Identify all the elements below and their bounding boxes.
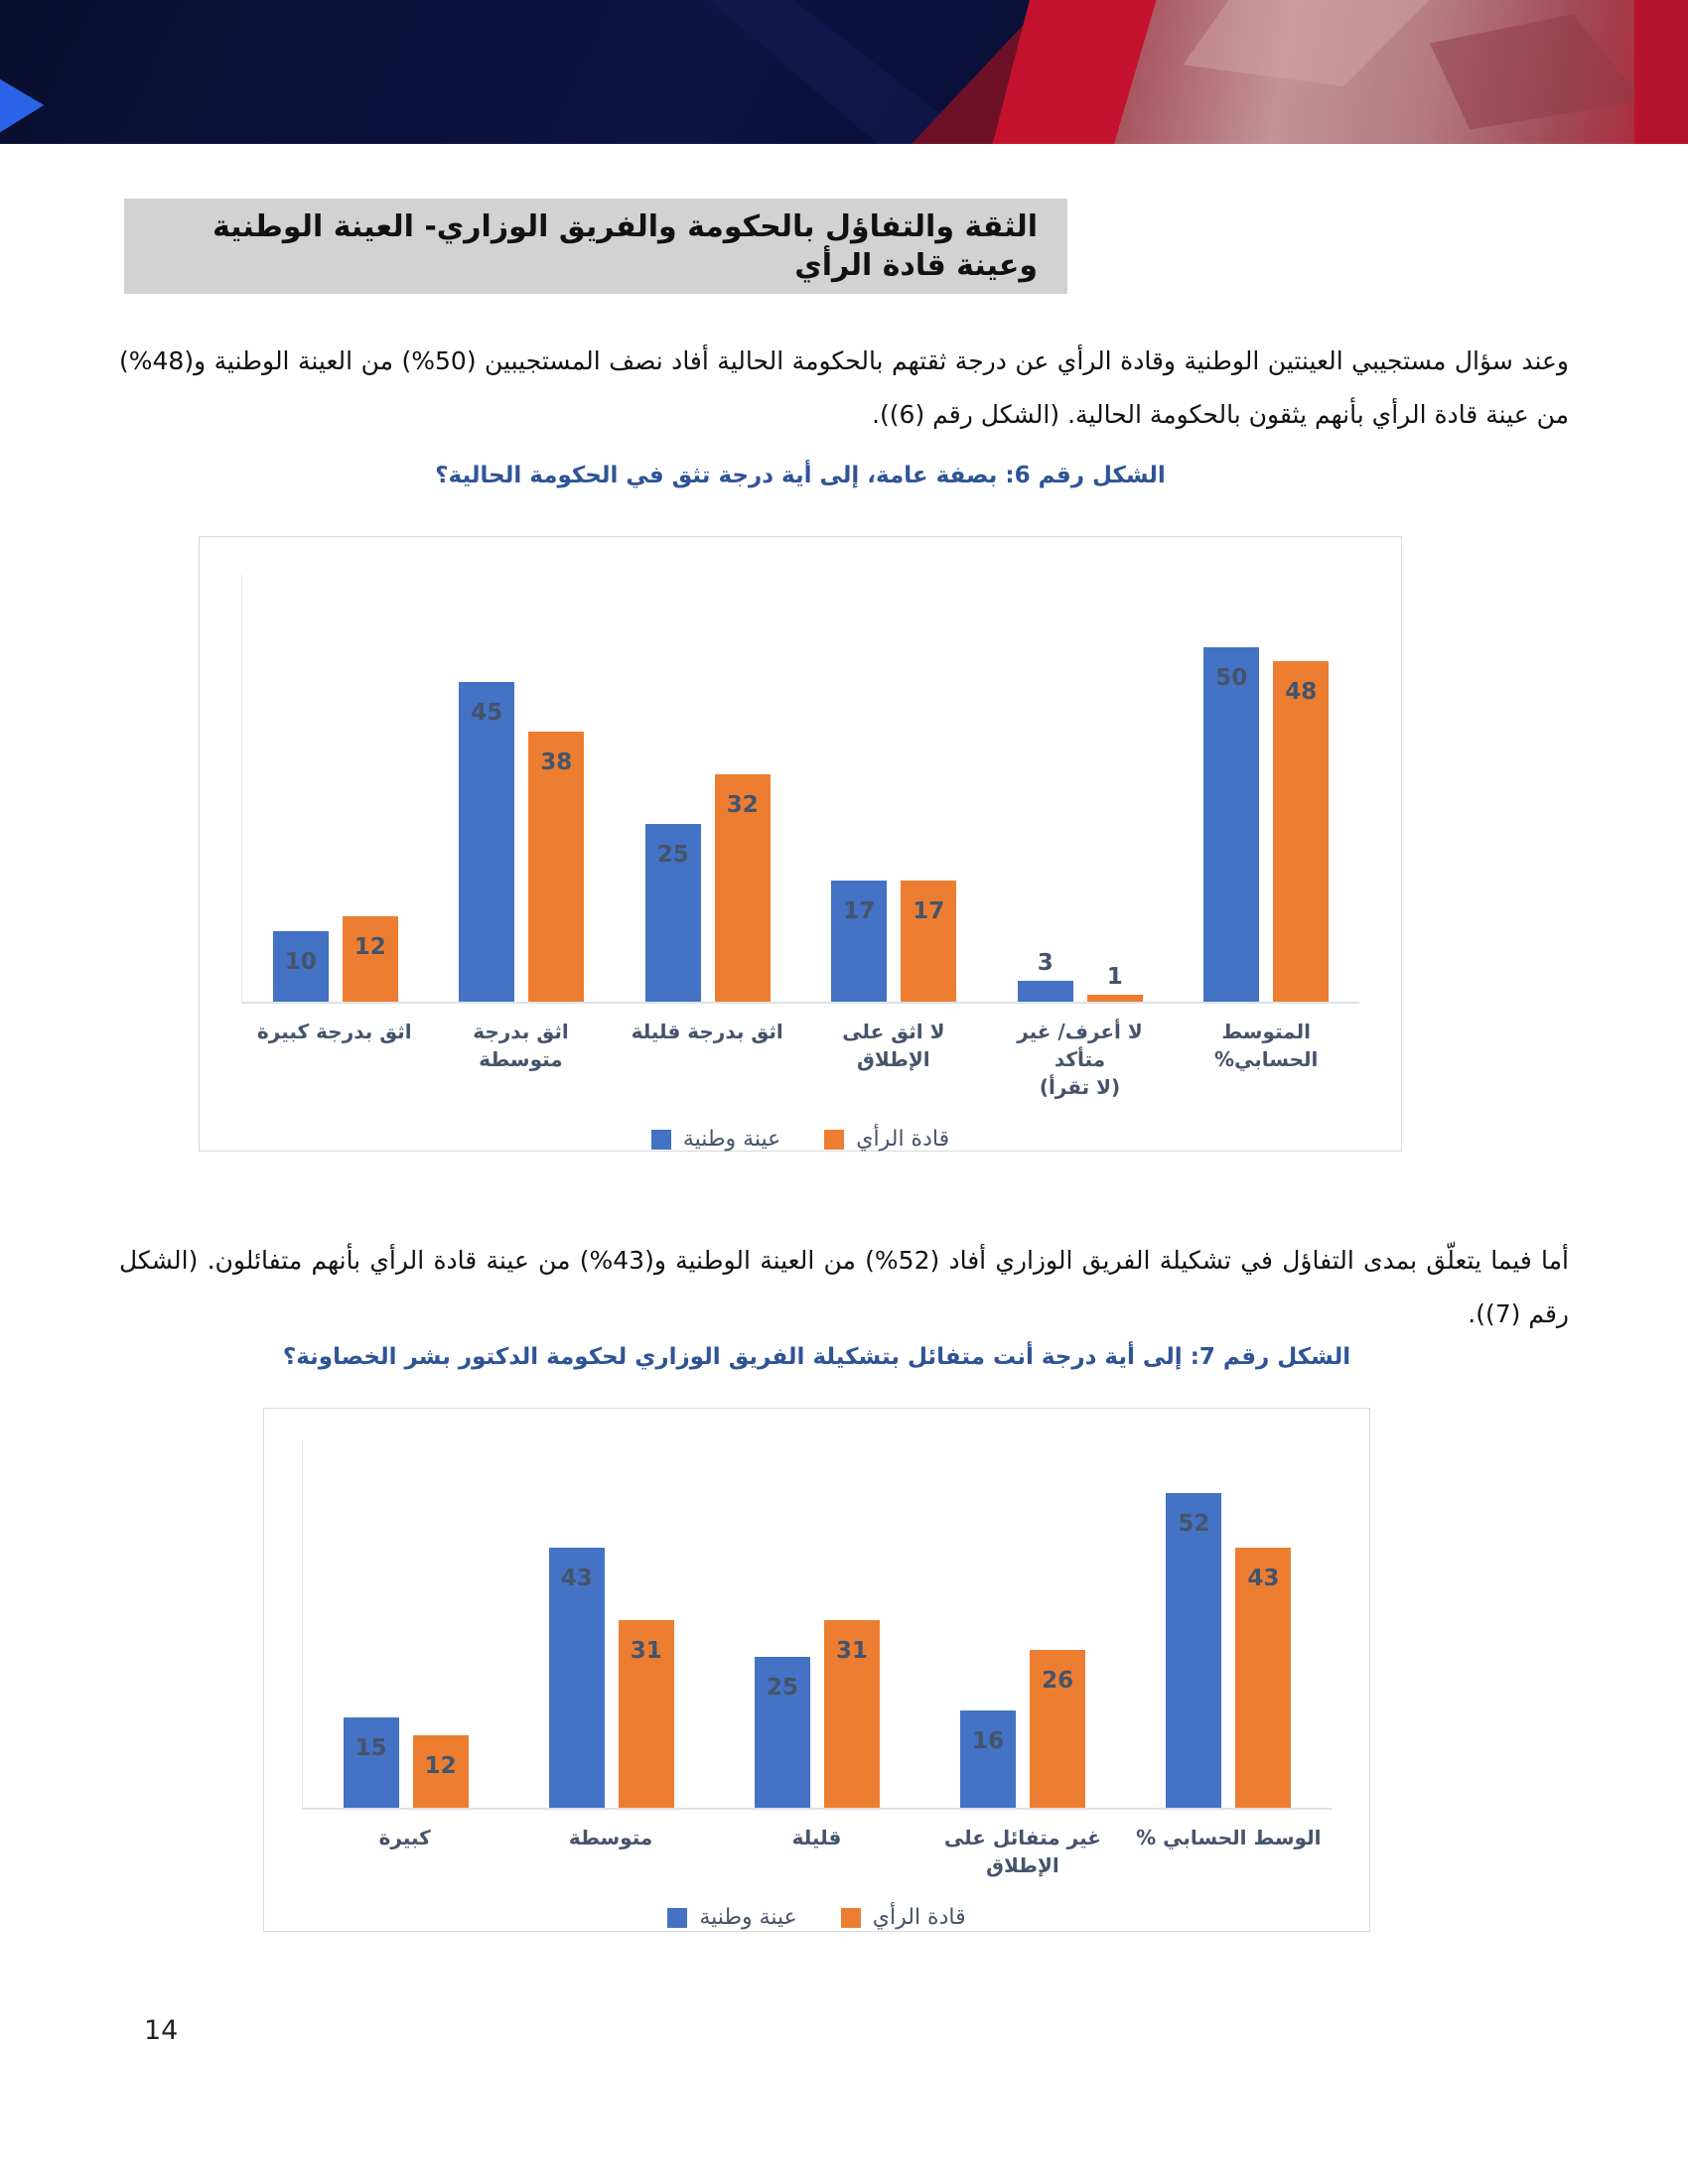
bar-قادة الرأي: 32 xyxy=(714,774,771,1002)
national-sample-swatch xyxy=(650,1129,671,1150)
bar-value-label: 17 xyxy=(913,898,945,925)
bar-value-label: 10 xyxy=(284,948,317,975)
bar-group: 25 31 xyxy=(714,1440,919,1808)
bar-value-label: 25 xyxy=(656,842,689,869)
bar-value-label: 31 xyxy=(630,1637,662,1664)
banner-red-edge xyxy=(1633,0,1688,144)
x-axis-category-label: غير متفائل على الإطلاق xyxy=(943,1826,1101,1877)
figure6-caption: الشكل رقم 6: بصفة عامة، إلى أية درجة تثق… xyxy=(435,463,1166,488)
bar-value-label: 3 xyxy=(1037,949,1054,976)
figure6-plot-area: 10 12 45 38 25 32 17 17 3 1 50 48 xyxy=(241,575,1359,1004)
bar-قادة الرأي: 48 xyxy=(1273,660,1330,1002)
bar-value-label: 16 xyxy=(972,1728,1005,1755)
section-title-bar: الثقة والتفاؤل بالحكومة والفريق الوزاري-… xyxy=(124,199,1067,294)
x-axis-category-label: المتوسط الحسابي% xyxy=(1213,1020,1319,1071)
bar-عينة وطنية: 50 xyxy=(1203,646,1260,1002)
paragraph-optimism: أما فيما يتعلّق بمدى التفاؤل في تشكيلة ا… xyxy=(119,1246,1570,1328)
bar-group: 16 26 xyxy=(920,1440,1126,1808)
bar-value-label: 32 xyxy=(726,792,759,819)
bar-عينة وطنية: 45 xyxy=(459,682,515,1002)
bar-قادة الرأي: 17 xyxy=(901,881,957,1002)
page-number: 14 xyxy=(144,2015,179,2046)
opinion-leaders-swatch xyxy=(840,1907,861,1928)
section-title: الثقة والتفاؤل بالحكومة والفريق الوزاري-… xyxy=(211,209,1038,283)
x-axis-category-label: متوسطة xyxy=(568,1826,653,1849)
bar-عينة وطنية: 16 xyxy=(960,1710,1017,1808)
figure7-legend: عينة وطنية قادة الرأي xyxy=(302,1905,1332,1930)
bar-value-label: 31 xyxy=(835,1637,868,1664)
bar-قادة الرأي: 26 xyxy=(1030,1650,1086,1808)
bar-value-label: 48 xyxy=(1285,678,1318,705)
bar-value-label: 43 xyxy=(560,1565,593,1591)
legend-label-national: عينة وطنية xyxy=(699,1905,797,1930)
figure7-x-axis-labels: كبيرة متوسطة قليلة غير متفائل على الإطلاق ال… xyxy=(302,1824,1332,1879)
bar-value-label: 43 xyxy=(1247,1565,1280,1591)
figure6-chart: 10 12 45 38 25 32 17 17 3 1 50 48 اثق بدرجة كبيرة اث… xyxy=(199,536,1402,1152)
x-axis-category-label: لا أعرف/ غير متأكد (لا تقرأ) xyxy=(1017,1020,1143,1099)
bar-group: 17 17 xyxy=(801,575,988,1002)
bar-قادة الرأي: 12 xyxy=(342,916,398,1002)
x-axis-category-label: كبيرة xyxy=(378,1826,431,1849)
bar-عينة وطنية: 15 xyxy=(343,1716,399,1808)
bar-عينة وطنية: 25 xyxy=(754,1656,810,1808)
x-axis-category-label: اثق بدرجة كبيرة xyxy=(257,1020,412,1043)
opinion-leaders-swatch xyxy=(824,1129,845,1150)
bar-قادة الرأي: 31 xyxy=(618,1619,674,1808)
bar-group: 52 43 xyxy=(1126,1440,1332,1808)
bar-value-label: 50 xyxy=(1215,664,1248,691)
x-axis-category-label: اثق بدرجة متوسطة xyxy=(473,1020,569,1071)
legend-item-leaders: قادة الرأي xyxy=(824,1127,949,1152)
bar-عينة وطنية: 3 xyxy=(1017,950,1073,1002)
legend-label-national: عينة وطنية xyxy=(682,1127,781,1152)
bar-عينة وطنية: 10 xyxy=(272,930,329,1002)
bar-قادة الرأي: 1 xyxy=(1086,964,1143,1002)
bar-value-label: 17 xyxy=(843,898,876,925)
figure6-legend: عينة وطنية قادة الرأي xyxy=(241,1127,1359,1152)
header-banner-image xyxy=(0,0,1688,144)
x-axis-category-label: قليلة xyxy=(791,1826,842,1849)
bar-عينة وطنية: 52 xyxy=(1166,1492,1222,1808)
bar-قادة الرأي: 12 xyxy=(412,1734,469,1808)
legend-label-leaders: قادة الرأي xyxy=(856,1127,950,1152)
bar-group: 50 48 xyxy=(1174,575,1360,1002)
bar-قادة الرأي: 43 xyxy=(1235,1547,1292,1808)
bar-عينة وطنية: 43 xyxy=(548,1547,605,1808)
bar-عينة وطنية: 25 xyxy=(644,824,701,1002)
bar-قادة الرأي: 38 xyxy=(528,732,585,1002)
bar-group: 25 32 xyxy=(615,575,801,1002)
paragraph-trust: وعند سؤال مستجيبي العينتين الوطنية وقادة… xyxy=(119,346,1570,429)
bar-group: 43 31 xyxy=(508,1440,714,1808)
x-axis-category-label: لا اثق على الإطلاق xyxy=(842,1020,945,1071)
bar-value-label: 38 xyxy=(540,750,573,776)
figure7-caption: الشكل رقم 7: إلى أية درجة أنت متفائل بتش… xyxy=(282,1344,1351,1370)
bar-group: 10 12 xyxy=(242,575,429,1002)
bar-value-label: 25 xyxy=(766,1674,798,1701)
bar-group: 15 12 xyxy=(303,1440,508,1808)
bar-value-label: 15 xyxy=(354,1734,387,1761)
x-axis-category-label: الوسط الحسابي % xyxy=(1136,1826,1322,1849)
bar-group: 45 38 xyxy=(429,575,616,1002)
national-sample-swatch xyxy=(667,1907,688,1928)
bar-value-label: 26 xyxy=(1042,1668,1074,1695)
bar-value-label: 45 xyxy=(471,700,503,727)
legend-item-national: عينة وطنية xyxy=(667,1905,797,1930)
legend-label-leaders: قادة الرأي xyxy=(872,1905,966,1930)
bar-قادة الرأي: 31 xyxy=(823,1619,880,1808)
bar-value-label: 12 xyxy=(353,934,386,961)
bar-عينة وطنية: 17 xyxy=(831,881,888,1002)
bar-value-label: 1 xyxy=(1106,963,1123,990)
legend-item-leaders: قادة الرأي xyxy=(840,1905,966,1930)
figure7-plot-area: 15 12 43 31 25 31 16 26 52 43 xyxy=(302,1440,1332,1810)
figure6-x-axis-labels: اثق بدرجة كبيرة اثق بدرجة متوسطة اثق بدرجة… xyxy=(241,1018,1359,1101)
bar-value-label: 12 xyxy=(424,1752,457,1779)
legend-item-national: عينة وطنية xyxy=(650,1127,781,1152)
figure7-chart: 15 12 43 31 25 31 16 26 52 43 كبيرة متوسطة قليلة غير… xyxy=(263,1408,1370,1932)
bar-value-label: 52 xyxy=(1178,1510,1210,1537)
x-axis-category-label: اثق بدرجة قليلة xyxy=(631,1020,783,1043)
